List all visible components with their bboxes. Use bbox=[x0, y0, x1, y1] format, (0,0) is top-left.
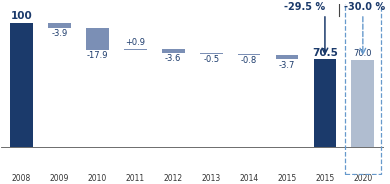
Text: 2015: 2015 bbox=[277, 174, 297, 183]
Bar bbox=[351, 60, 374, 147]
Text: 2010: 2010 bbox=[88, 174, 107, 183]
Bar bbox=[276, 55, 298, 59]
Text: -3.7: -3.7 bbox=[279, 61, 295, 70]
Bar bbox=[86, 28, 109, 50]
Bar bbox=[238, 54, 261, 55]
Bar bbox=[48, 23, 71, 28]
Text: 2008: 2008 bbox=[12, 174, 31, 183]
Text: 70.5: 70.5 bbox=[312, 48, 338, 58]
Text: -17.9: -17.9 bbox=[87, 51, 108, 60]
Text: 2015: 2015 bbox=[315, 174, 335, 183]
Text: -0.5: -0.5 bbox=[203, 55, 219, 64]
Bar bbox=[10, 23, 33, 147]
Text: -3.9: -3.9 bbox=[51, 29, 67, 38]
Bar bbox=[314, 59, 336, 147]
Text: -30.0 %: -30.0 % bbox=[344, 2, 385, 12]
Text: 100: 100 bbox=[11, 11, 32, 21]
Text: 2014: 2014 bbox=[239, 174, 259, 183]
Text: +0.9: +0.9 bbox=[125, 38, 145, 47]
Text: 2009: 2009 bbox=[50, 174, 69, 183]
Text: 2013: 2013 bbox=[202, 174, 221, 183]
Bar bbox=[124, 49, 147, 50]
Text: 70.0: 70.0 bbox=[354, 49, 372, 58]
Text: -29.5 %: -29.5 % bbox=[284, 2, 324, 12]
Text: -3.6: -3.6 bbox=[165, 54, 181, 63]
Text: 2011: 2011 bbox=[126, 174, 145, 183]
Bar bbox=[162, 49, 184, 53]
Text: 2020: 2020 bbox=[353, 174, 372, 183]
Bar bbox=[200, 53, 223, 54]
Text: -0.8: -0.8 bbox=[241, 56, 257, 65]
Text: 2012: 2012 bbox=[164, 174, 183, 183]
